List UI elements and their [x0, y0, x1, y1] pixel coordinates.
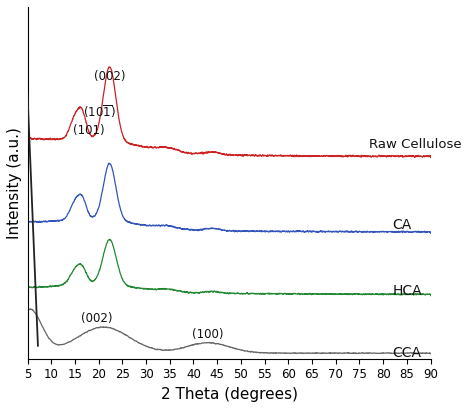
Text: (10$\overline{1}$): (10$\overline{1}$): [83, 103, 116, 120]
Text: CCA: CCA: [392, 346, 422, 360]
Text: Raw Cellulose: Raw Cellulose: [369, 138, 462, 151]
Text: (002): (002): [94, 70, 125, 83]
Text: CA: CA: [392, 218, 412, 232]
Text: (100): (100): [192, 328, 223, 342]
Y-axis label: Intensity (a.u.): Intensity (a.u.): [7, 127, 22, 239]
Text: (101): (101): [73, 124, 104, 137]
Text: (002): (002): [81, 312, 112, 325]
X-axis label: 2 Theta (degrees): 2 Theta (degrees): [161, 387, 298, 402]
Text: HCA: HCA: [392, 284, 422, 298]
